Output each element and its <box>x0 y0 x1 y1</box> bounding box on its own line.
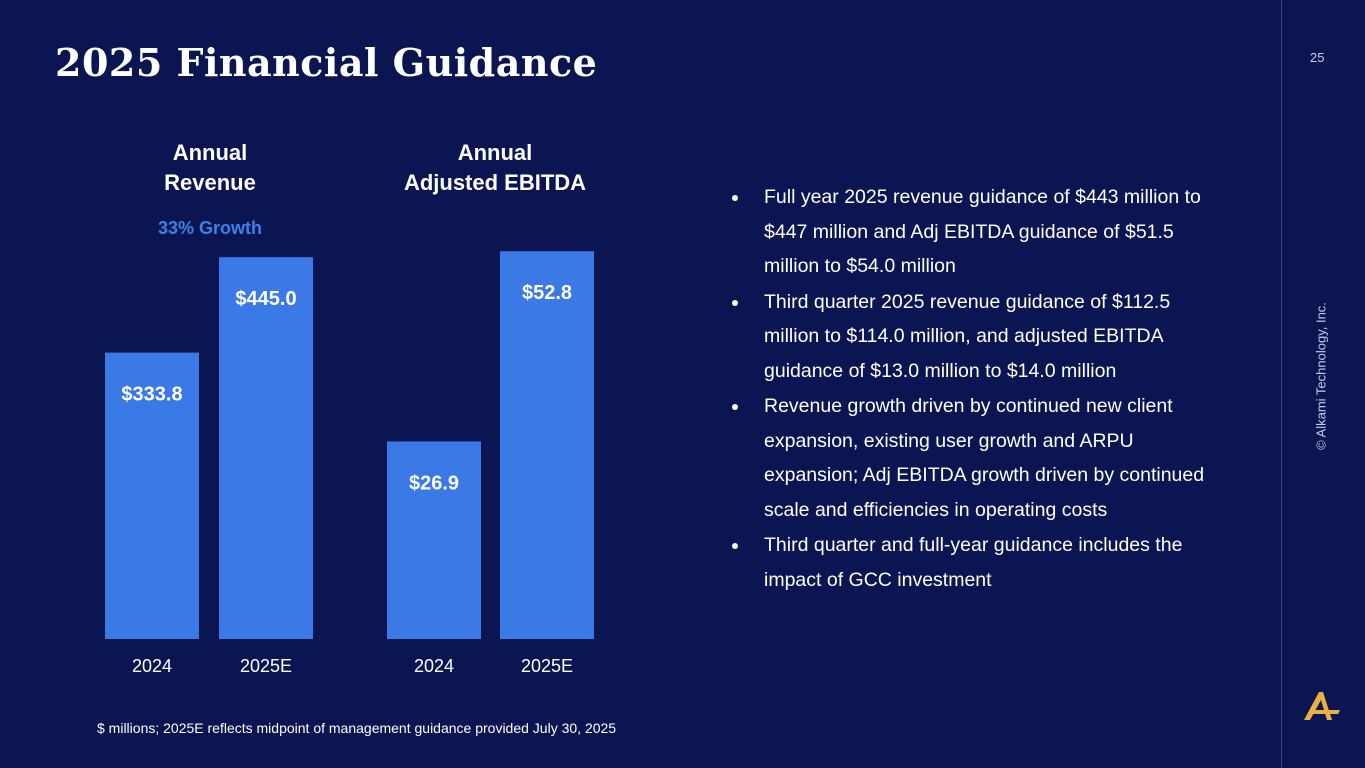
revenue-growth-label: 33% Growth <box>157 218 263 238</box>
ebitda-value-label: $52.8 <box>522 282 572 304</box>
bullet-item: Full year 2025 revenue guidance of $443 … <box>730 180 1210 284</box>
bullet-item: Third quarter 2025 revenue guidance of $… <box>730 285 1210 389</box>
revenue-chart-title-line-2: Revenue <box>164 170 256 195</box>
revenue-chart-title-line-1: Annual <box>172 140 248 165</box>
revenue-bar-2024 <box>105 352 199 639</box>
revenue-value-label: $333.8 <box>121 384 182 406</box>
copyright-text: © Alkami Technology, Inc. <box>1313 302 1329 450</box>
ebitda-value-label: $26.9 <box>409 472 459 494</box>
revenue-value-label: $445.0 <box>235 288 296 310</box>
ebitda-bar-2025e <box>500 251 594 639</box>
bullet-text: Full year 2025 revenue guidance of $443 … <box>764 186 1201 277</box>
bullet-item: Revenue growth driven by continued new c… <box>730 389 1210 527</box>
revenue-category-label: 2024 <box>132 656 172 676</box>
footnote: $ millions; 2025E reflects midpoint of m… <box>97 720 617 736</box>
ebitda-bar-2024 <box>387 441 481 639</box>
right-divider <box>1281 0 1282 768</box>
ebitda-category-label: 2025E <box>521 656 573 676</box>
bullet-dot-icon <box>732 195 738 201</box>
bullet-item: Third quarter and full-year guidance inc… <box>730 528 1210 597</box>
guidance-bullet-list: Full year 2025 revenue guidance of $443 … <box>730 180 1210 598</box>
ebitda-chart-title-line-1: Annual <box>457 140 533 165</box>
ebitda-category-label: 2024 <box>414 656 454 676</box>
ebitda-chart-title-line-2: Adjusted EBITDA <box>403 170 587 195</box>
bullet-dot-icon <box>732 543 738 549</box>
revenue-chart-title: Annual Revenue <box>110 138 310 198</box>
slide-title: 2025 Financial Guidance <box>55 40 598 85</box>
revenue-category-label: 2025E <box>240 656 292 676</box>
bullet-text: Third quarter 2025 revenue guidance of $… <box>764 290 1171 382</box>
bullet-text: Revenue growth driven by continued new c… <box>764 395 1205 521</box>
alkami-logo-icon <box>1304 692 1340 720</box>
ebitda-chart-title: Annual Adjusted EBITDA <box>380 138 610 198</box>
page-number: 25 <box>1310 50 1325 65</box>
bullet-dot-icon <box>732 404 738 410</box>
revenue-bar-2025e <box>219 257 313 639</box>
bar-charts: $333.8 2024 $445.0 2025E $26.9 2024 $52.8 2025E <box>105 251 594 676</box>
bullet-text: Third quarter and full-year guidance inc… <box>764 534 1183 591</box>
bullet-dot-icon <box>732 299 738 306</box>
